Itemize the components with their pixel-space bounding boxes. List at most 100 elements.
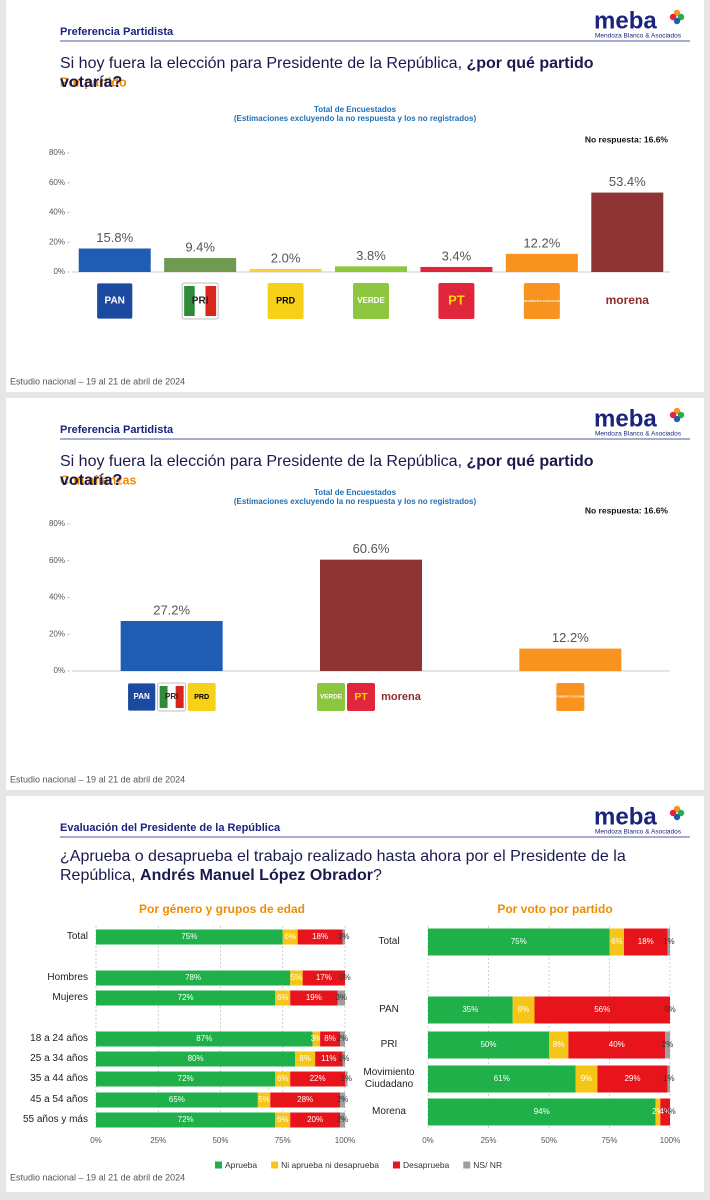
question-part: ¿por qué partido votaría? [60,55,594,91]
category-label: 55 años y más [22,1114,88,1125]
party-name: MOVIMIENTO CIUDADANO [555,696,587,699]
bar-segment [290,1071,345,1087]
question: Si hoy fuera la elección para Presidente… [60,452,660,490]
brand-icon [673,805,681,813]
segment-label: 40% [609,1040,625,1049]
segment-label: 6% [284,932,296,941]
party-name: PT [354,692,368,703]
bar-segment [290,1112,341,1128]
logo-stripe [159,686,168,708]
y-tick-label: 60% [49,556,65,565]
party-logo [267,283,304,319]
category-label: 45 a 54 años [30,1094,88,1105]
bar-segment [597,1065,668,1093]
party-logo [127,682,157,712]
bar [120,621,223,671]
bar-segment [660,1098,670,1126]
value-label: 12.2% [523,235,560,250]
party-logo [438,283,475,319]
segment-label: 9% [518,1005,530,1014]
segment-label: 1% [338,1054,350,1063]
logo-stripe [194,286,206,316]
category-label: 25 a 34 años [30,1053,88,1064]
party-name: PAN [105,296,125,307]
party-name: PRD [194,692,209,701]
y-tick-label: 80% [49,148,65,157]
logo-stripe [167,686,176,708]
bar-segment [428,1031,549,1059]
segment-label: 4% [659,1107,671,1116]
bar [320,559,422,671]
bar-segment [270,1092,341,1108]
bar-segment [512,996,535,1024]
category-label: PRI [380,1039,398,1050]
segment-label: 1% [663,1074,675,1083]
question: ¿Aprueba o desaprueba el trabajo realiza… [60,847,660,885]
x-tick-label: 75% [275,1136,291,1145]
bar-segment [428,1098,656,1126]
x-tick-label: 100% [660,1136,680,1145]
bar-segment [96,990,276,1006]
bar-segment [428,996,513,1024]
bar-segment [667,1065,670,1093]
bar-segment [320,1031,341,1047]
bar [519,648,622,671]
x-tick-label: 0% [422,1136,434,1145]
party-logo [353,283,389,319]
chart-note: (Estimaciones excluyendo la no respuesta… [234,114,477,123]
legend-label: NS/ NR [473,1160,502,1170]
segment-label: 11% [321,1054,336,1063]
segment-label: 18% [638,937,654,946]
segment-label: 6% [277,993,289,1002]
bar-segment [275,1071,291,1087]
legend-swatch [463,1161,471,1169]
bar-segment [96,1051,296,1067]
legend-label: Desaprueba [403,1160,450,1170]
segment-label: 0% [664,1005,676,1014]
bar [420,266,493,272]
category-label: PAN [379,1004,399,1015]
bar [249,269,322,272]
segment-label: 6% [277,1115,289,1124]
party-logo [347,683,375,711]
y-tick-label: 0% [53,267,65,276]
chart-title: Total de Encuestados [314,488,397,497]
bar-segment [96,970,291,986]
category-label: 35 a 44 años [30,1073,88,1084]
category-label: Total [378,936,400,947]
segment-label: 35% [462,1005,478,1014]
logo-stripe [175,686,184,708]
party-name: PT [448,292,465,307]
bar-segment [96,1092,258,1108]
annotation: No respuesta: 16.6% [585,134,669,144]
brand-icon [677,809,685,817]
party-logo [96,282,134,320]
party-logo [556,683,585,711]
value-label: 27.2% [153,602,190,617]
party-name: PRI [192,296,209,307]
brand-icon [677,13,685,21]
segment-label: 1% [340,1074,352,1083]
bar-segment [315,1051,343,1067]
bar-segment [340,1112,345,1128]
segment-label: 50% [480,1040,496,1049]
slide [6,0,704,392]
brand-icon [673,407,681,415]
x-tick-label: 100% [335,1136,355,1145]
segment-label: 2% [337,1034,349,1043]
brand-icon [669,809,677,817]
segment-label: 78% [185,973,201,982]
chart-title: Por voto por partido [497,902,612,916]
value-label: 53.4% [609,174,646,189]
bar-segment [312,1031,321,1047]
bar-segment [345,1071,348,1087]
y-tick-label: 40% [49,208,65,217]
section-title: Evaluación del Presidente de la Repúblic… [60,822,281,834]
party-name: MOVIMIENTO CIUDADANO [522,299,562,303]
bar-segment [340,1031,345,1047]
subtitle: Por partido [60,75,127,89]
segment-label: 3% [311,1034,323,1043]
value-label: 3.8% [356,248,386,263]
x-tick-label: 25% [150,1136,166,1145]
brand-tagline: Mendoza Blanco & Asociados [595,431,682,438]
